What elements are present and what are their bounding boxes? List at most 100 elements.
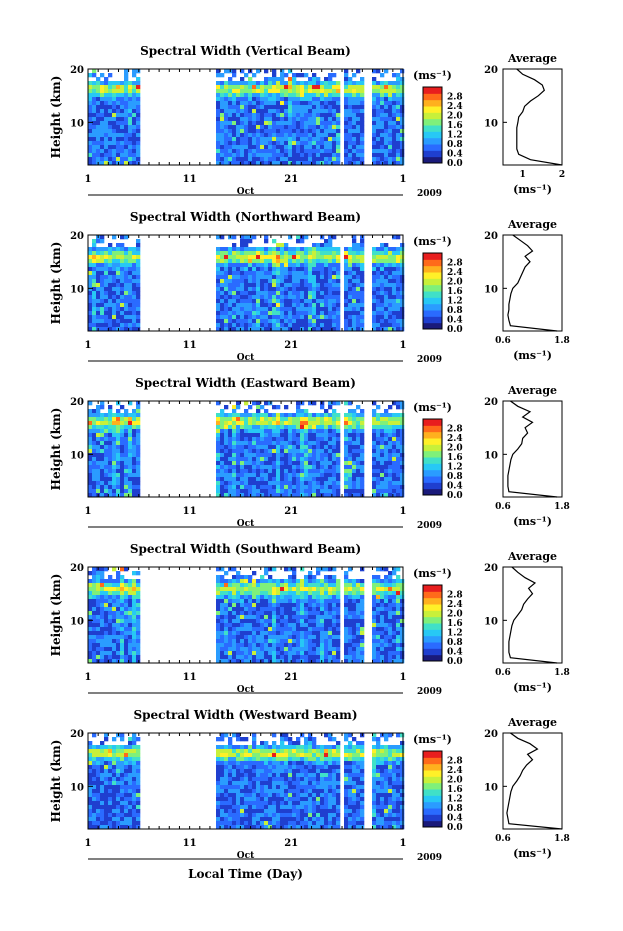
heatmap-cell [264,583,269,588]
heatmap-cell [380,493,385,498]
heatmap-cell [256,595,261,600]
heatmap-cell [248,319,253,324]
heatmap-cell [136,319,141,324]
heatmap-cell [284,489,289,494]
heatmap-cell [132,271,137,276]
heatmap-cell [336,133,341,138]
heatmap-cell [244,453,249,458]
heatmap-cell [108,623,113,628]
heatmap-cell [224,635,229,640]
avg-frame [502,68,563,166]
heatmap-cell [396,259,401,264]
heatmap-cell [232,643,237,648]
heatmap-cell [240,97,245,102]
heatmap-cell [260,651,265,656]
heatmap-cell [236,449,241,454]
heatmap-cell [104,161,109,166]
heatmap-cell [284,611,289,616]
heatmap-cell [228,599,233,604]
heatmap-cell [252,607,257,612]
heatmap-cell [124,279,129,284]
heatmap-cell [316,429,321,434]
heatmap-cell [228,587,233,592]
heatmap-cell [132,579,137,584]
heatmap-cell [136,417,141,422]
heatmap-cell [312,493,317,498]
heatmap-cell [396,93,401,98]
heatmap-cell [100,251,105,256]
heatmap-cell [324,477,329,482]
heatmap-cell [248,595,253,600]
heatmap-cell [300,279,305,284]
heatmap-cell [272,271,277,276]
heatmap-cell [380,121,385,126]
heatmap-cell [288,271,293,276]
heatmap-cell [220,481,225,486]
heatmap-cell [240,627,245,632]
heatmap-cell [232,129,237,134]
heatmap-cell [264,567,269,572]
heatmap-cell [384,437,389,442]
heatmap-cell [336,121,341,126]
heatmap-cell [384,457,389,462]
heatmap-cell [284,319,289,324]
heatmap-cell [328,255,333,260]
heatmap-cell [268,489,273,494]
heatmap-cell [284,473,289,478]
heatmap-cell [280,647,285,652]
heatmap-cell [116,421,121,426]
heatmap-cell [312,429,317,434]
heatmap-cell [240,659,245,664]
heatmap-cell [104,619,109,624]
heatmap-cell [216,579,221,584]
heatmap-cell [276,659,281,664]
heatmap-cell [384,113,389,118]
heatmap-cell [300,287,305,292]
heatmap-cell [400,303,405,308]
heatmap-cell [100,117,105,122]
heatmap-cell [400,477,405,482]
heatmap-cell [116,611,121,616]
heatmap-cell [284,323,289,328]
heatmap-cell [324,157,329,162]
heatmap-cell [384,125,389,130]
heatmap-cell [232,287,237,292]
heatmap-cell [240,421,245,426]
heatmap-cell [104,271,109,276]
heatmap-cell [316,243,321,248]
heatmap-cell [104,319,109,324]
heatmap-cell [124,583,129,588]
heatmap-cell [292,441,297,446]
panel-title: Spectral Width (Vertical Beam) [140,44,351,58]
heatmap-cell [280,85,285,90]
heatmap-cell [316,145,321,150]
heatmap-cell [276,97,281,102]
heatmap-cell [112,93,117,98]
heatmap-cell [372,299,377,304]
heatmap-cell [268,413,273,418]
heatmap-cell [88,579,93,584]
heatmap-cell [360,315,365,320]
heatmap-cell [336,425,341,430]
heatmap-cell [260,259,265,264]
heatmap-cell [92,465,97,470]
heatmap-cell [232,627,237,632]
heatmap-cell [292,453,297,458]
heatmap-cell [240,303,245,308]
heatmap-cell [348,315,353,320]
heatmap-cell [292,161,297,166]
heatmap-cell [248,295,253,300]
heatmap-cell [380,315,385,320]
heatmap-cell [308,137,313,142]
heatmap-cell [264,311,269,316]
plot-frame [87,400,404,498]
heatmap-cell [120,493,125,498]
heatmap-cell [328,149,333,154]
heatmap-cell [300,113,305,118]
heatmap-cell [228,615,233,620]
heatmap-cell [252,93,257,98]
colorbar-swatch [423,463,442,471]
heatmap-cell [308,307,313,312]
heatmap-cell [136,141,141,146]
